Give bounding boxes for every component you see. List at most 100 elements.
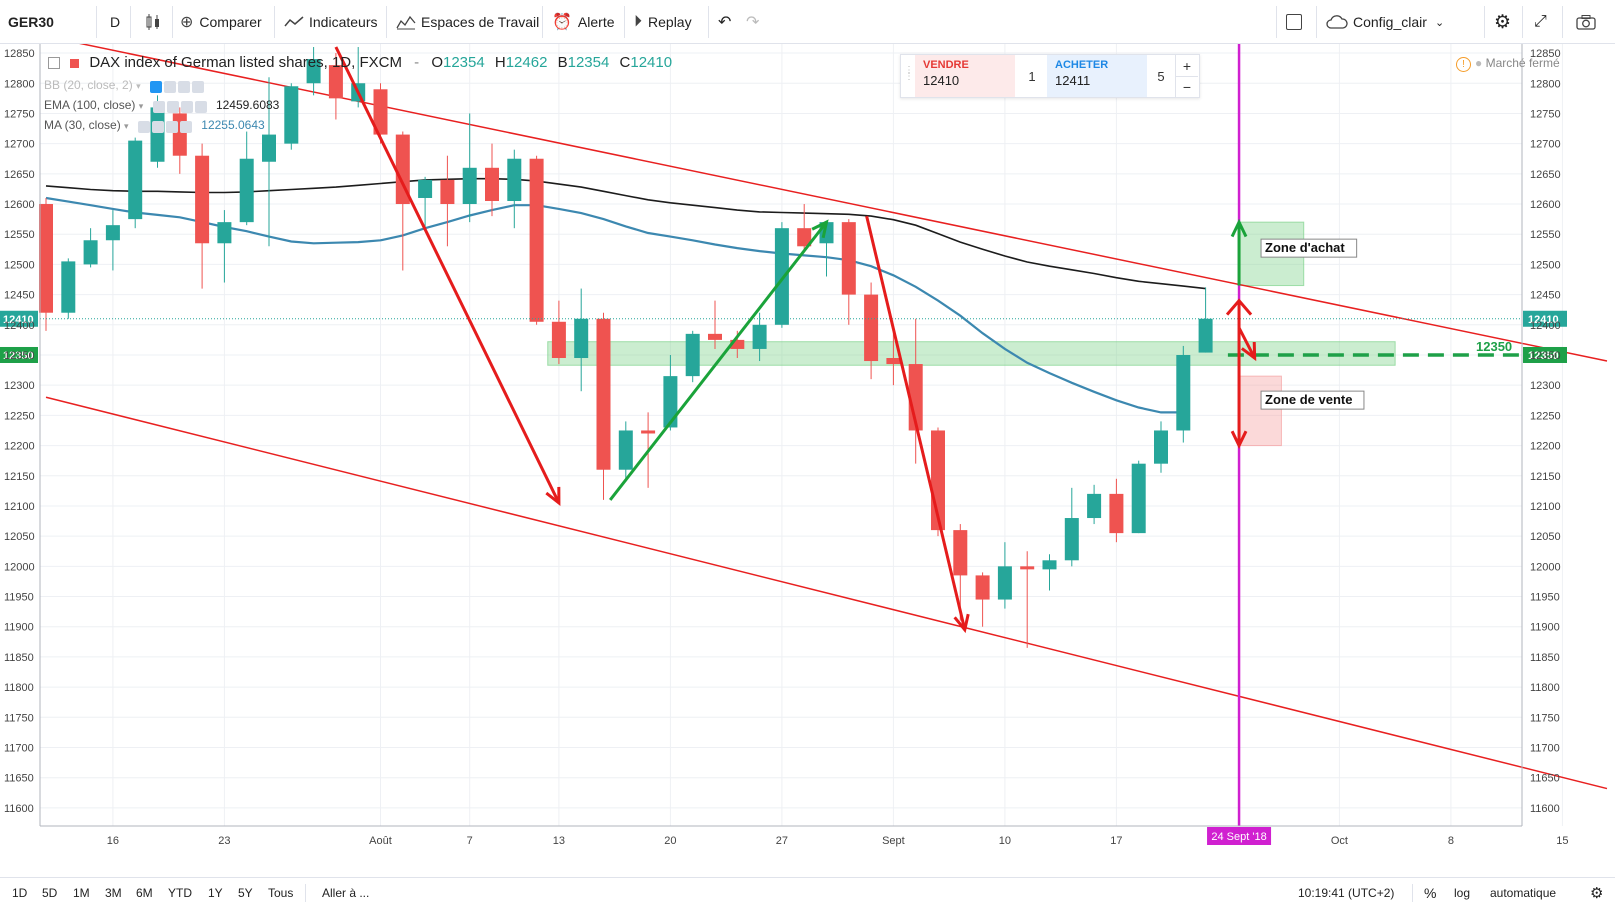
sell-button[interactable]: VENDRE 12410 [915,55,1015,97]
arrow-line [334,46,561,504]
gear-icon[interactable] [163,80,176,93]
buy-button[interactable]: ACHETER 12411 [1047,55,1147,97]
y-tick-label: 12050 [4,531,35,543]
gear-icon: ⚙ [1590,885,1604,902]
y-tick-label: 11900 [1530,622,1560,634]
fullscreen-toggle-button[interactable] [1286,0,1302,44]
quantity-value[interactable]: 5 [1157,68,1165,84]
x-tick-label: 7 [467,835,473,847]
interval-label: D [110,14,121,30]
alarm-clock-icon: ⏰ [552,14,572,31]
divider [305,884,306,902]
plus-icon[interactable] [177,80,190,93]
symbol-search[interactable]: GER30 [8,0,54,44]
y-tick-label: 12250 [1530,410,1561,422]
series-title: DAX index of German listed shares, 1D, F… [89,54,402,71]
indicators-button[interactable]: Indicateurs [284,0,377,44]
chevron-down-icon[interactable]: ▾ [138,101,144,111]
interval-button[interactable]: D [110,0,120,44]
compare-button[interactable]: ⊕ Comparer [180,0,262,44]
candle-body [730,339,745,349]
range-5y-button[interactable]: 5Y [238,886,253,900]
gear-icon[interactable] [151,120,164,133]
arrow-line [1237,327,1256,359]
fullscreen-button[interactable]: ⤢ [1534,0,1547,44]
workspaces-button[interactable]: Espaces de Travail [396,0,539,44]
y-tick-label: 11750 [4,712,34,724]
plus-icon[interactable] [165,120,178,133]
range-all-button[interactable]: Tous [268,886,294,900]
divider [1562,6,1563,38]
eye-icon[interactable] [149,80,162,93]
eye-icon[interactable] [152,100,165,113]
alert-button[interactable]: ⏰ Alerte [552,0,615,44]
auto-scale-toggle[interactable]: automatique [1490,886,1557,900]
percent-toggle[interactable]: % [1424,885,1437,901]
arrow-head [1240,341,1257,362]
eye-icon[interactable] [137,120,150,133]
price-tag-label: 12350 [3,350,34,362]
sell-price: 12410 [923,73,960,88]
layout-label: Config_clair [1353,14,1427,30]
chevron-down-icon[interactable]: ▾ [136,81,141,91]
y-tick-label: 11850 [1530,652,1560,664]
x-tick-label: 15 [1556,835,1568,847]
gear-icon[interactable] [166,100,179,113]
open-value: 12354 [442,54,485,71]
range-1d-button[interactable]: 1D [12,886,28,900]
candle-body [462,167,477,205]
redo-button[interactable]: ↷ [746,0,759,44]
divider [624,6,625,38]
y-tick-label: 12100 [4,501,35,513]
chevron-down-icon: ⌄ [1434,16,1445,29]
range-3m-button[interactable]: 3M [105,886,122,900]
high-label: H [494,54,506,71]
close-icon[interactable] [191,80,204,93]
divider [96,6,97,38]
ma-30-line [45,196,1184,414]
log-toggle[interactable]: log [1454,886,1471,900]
quantity-increase-button[interactable]: + [1175,55,1198,77]
undo-button[interactable]: ↶ [718,0,731,44]
snapshot-button[interactable] [1576,0,1596,44]
layout-button[interactable]: Config_clair ⌄ [1326,0,1444,44]
chart-style-button[interactable] [144,0,162,44]
plus-icon[interactable] [180,100,193,113]
close-value: 12410 [630,54,673,71]
y-tick-label: 11650 [4,773,34,785]
candle-body [1198,318,1213,353]
cloud-icon [1326,15,1348,29]
replay-button[interactable]: ⏵ Replay [634,0,692,44]
y-tick-label: 12450 [4,290,35,302]
y-tick-label: 11950 [1530,592,1560,604]
candle-body [507,158,522,202]
candle-body [128,140,143,220]
quantity-decrease-button[interactable]: − [1175,76,1198,97]
goto-date-button[interactable]: Aller à ... [322,886,370,900]
drag-handle-icon[interactable]: ⋮ ⋮ [904,65,914,82]
y-tick-label: 11750 [1530,712,1560,724]
settings-button[interactable]: ⚙ [1494,0,1511,44]
arrow-line [865,215,967,631]
close-icon[interactable] [194,100,207,113]
collapse-icon[interactable] [48,57,60,70]
low-value: 12354 [567,54,610,71]
range-1y-button[interactable]: 1Y [208,886,223,900]
scale-settings-button[interactable]: ⚙ [1590,878,1603,908]
range-1m-button[interactable]: 1M [73,886,90,900]
chevron-down-icon[interactable]: ▾ [124,121,129,131]
y-tick-label: 12650 [4,169,35,181]
arrow-head [1230,430,1248,450]
replay-label: Replay [648,14,692,30]
range-ytd-button[interactable]: YTD [168,886,192,900]
range-5d-button[interactable]: 5D [42,886,58,900]
candle-body [39,204,53,313]
y-tick-label: 11600 [4,803,34,815]
close-icon[interactable] [179,120,192,133]
candle-body [529,158,544,322]
indicator-legend-ma: MA (30, close) ▾ 12255.0643 [44,118,265,133]
range-6m-button[interactable]: 6M [136,886,153,900]
candle-body [1064,518,1079,561]
undo-icon: ↶ [718,14,732,31]
